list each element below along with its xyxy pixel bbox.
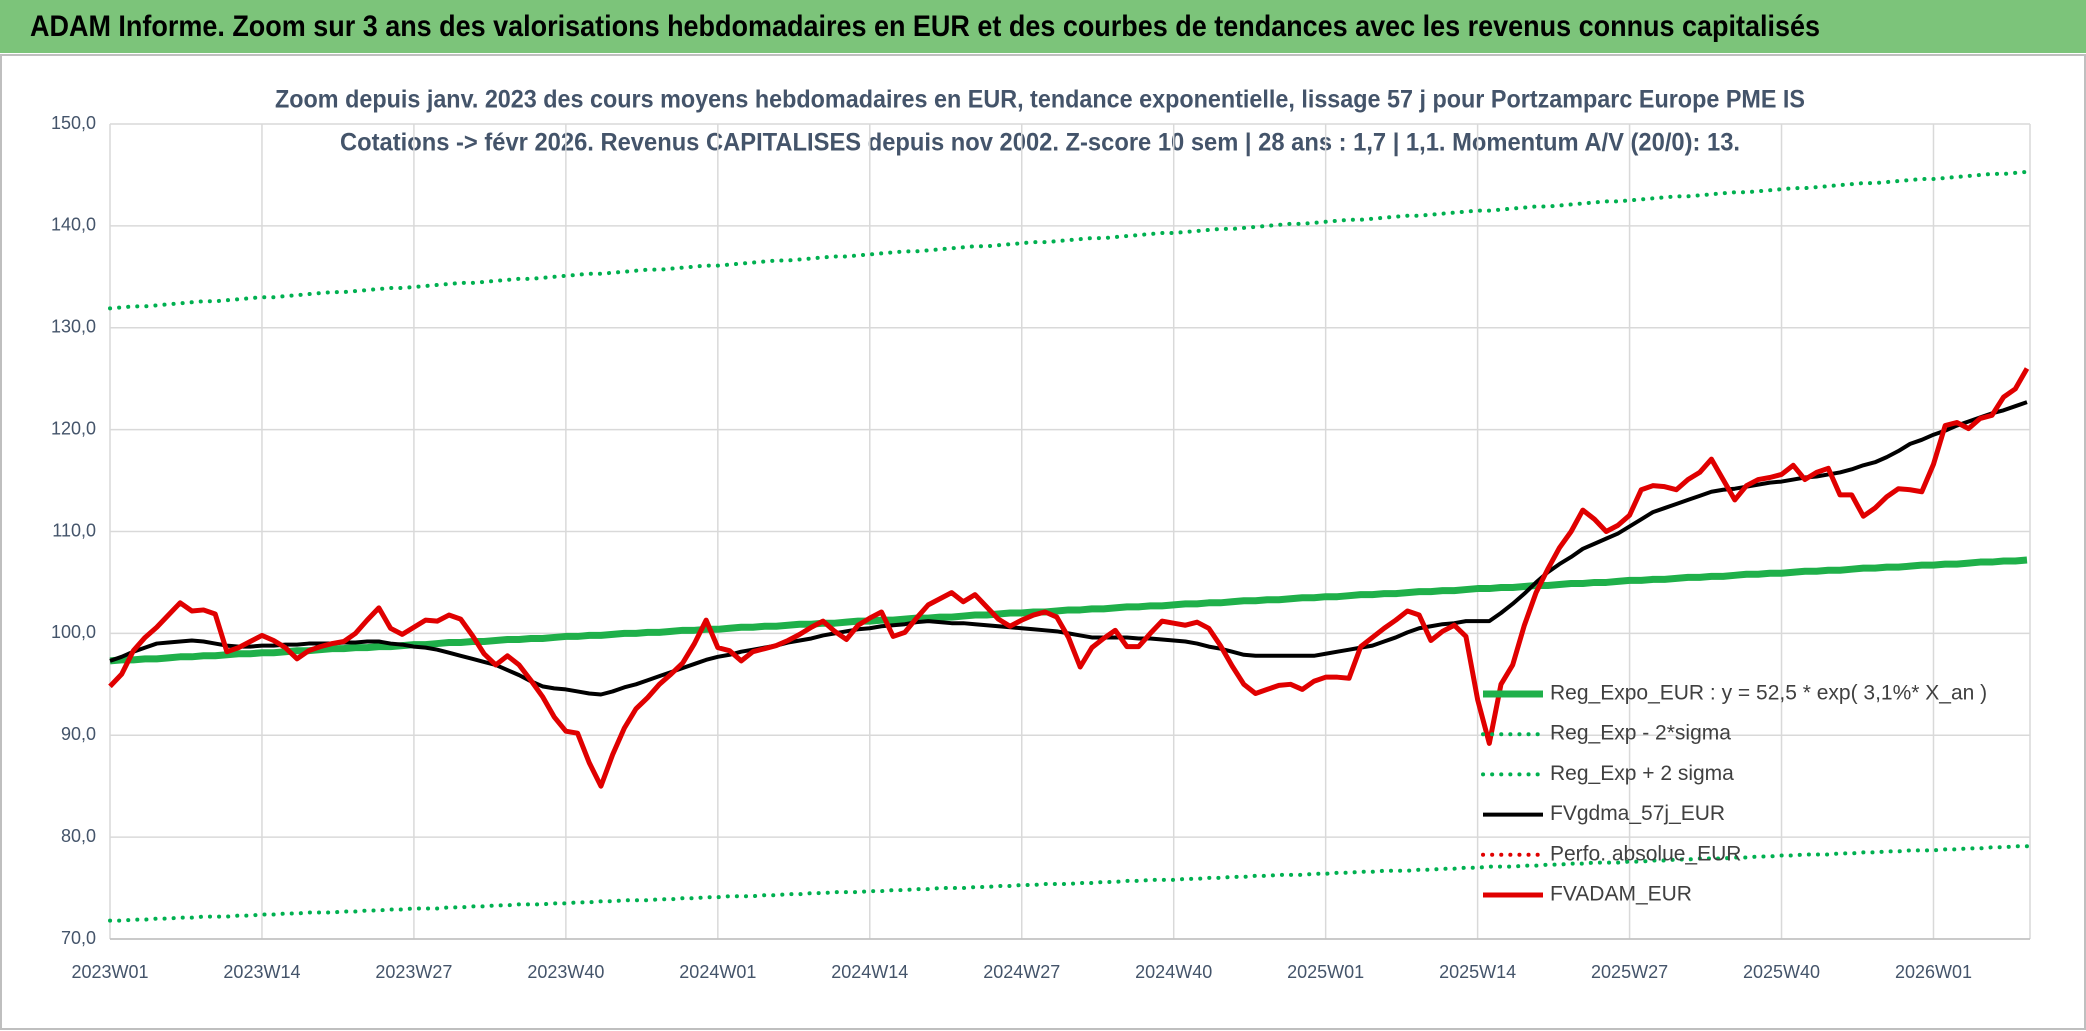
y-tick-label: 150,0	[51, 113, 96, 133]
legend-label: FVADAM_EUR	[1550, 883, 1692, 906]
x-tick-label: 2023W27	[375, 962, 452, 982]
x-tick-label: 2023W14	[223, 962, 300, 982]
grid: 70,0 80,0 90,0 100,0 110,0 120,0 130,0 140,0 150…	[51, 113, 2031, 982]
legend-label: Reg_Exp - 2*sigma	[1550, 722, 1731, 745]
x-tick-label: 2024W40	[1135, 962, 1212, 982]
y-tick-label: 120,0	[51, 418, 96, 438]
y-tick-label: 80,0	[61, 826, 96, 846]
series-line	[108, 169, 2029, 311]
series-line	[108, 367, 2030, 789]
y-tick-label: 110,0	[52, 520, 96, 540]
y-tick-label: 140,0	[51, 215, 96, 235]
y-tick-label: 70,0	[61, 928, 96, 948]
y-tick-label: 90,0	[61, 724, 96, 744]
x-tick-label: 2026W01	[1895, 962, 1972, 982]
chart-subtitle: Cotations -> févr 2026. Revenus CAPITALI…	[340, 129, 1740, 157]
y-tick-label: 130,0	[51, 317, 96, 337]
x-tick-label: 2025W14	[1439, 962, 1516, 982]
series-line	[108, 844, 2029, 923]
x-tick-label: 2025W01	[1287, 962, 1364, 982]
x-tick-label: 2025W40	[1743, 962, 1820, 982]
legend-label: FVgdma_57j_EUR	[1550, 802, 1725, 825]
x-tick-label: 2025W27	[1591, 962, 1668, 982]
x-tick-label: 2024W27	[983, 962, 1060, 982]
plot	[108, 169, 2030, 923]
legend-label: Reg_Expo_EUR : y = 52,5 * exp( 3,1%* X_a…	[1550, 682, 1987, 705]
series-line	[109, 556, 2028, 665]
x-tick-label: 2024W14	[831, 962, 908, 982]
chart-frame	[0, 54, 2086, 1030]
x-tick-label: 2023W01	[71, 962, 148, 982]
legend-label: Reg_Exp + 2 sigma	[1550, 762, 1734, 785]
legend: Reg_Expo_EUR : y = 52,5 * exp( 3,1%* X_a…	[1481, 682, 1987, 906]
x-tick-label: 2023W40	[527, 962, 604, 982]
x-tick-label: 2024W01	[679, 962, 756, 982]
header-band	[0, 0, 2086, 53]
chart-title: Zoom depuis janv. 2023 des cours moyens …	[275, 86, 1805, 114]
y-tick-label: 100,0	[51, 622, 96, 642]
legend-label: Perfo. absolue_EUR	[1550, 842, 1741, 865]
header-title: ADAM Informe. Zoom sur 3 ans des valoris…	[30, 10, 1820, 43]
